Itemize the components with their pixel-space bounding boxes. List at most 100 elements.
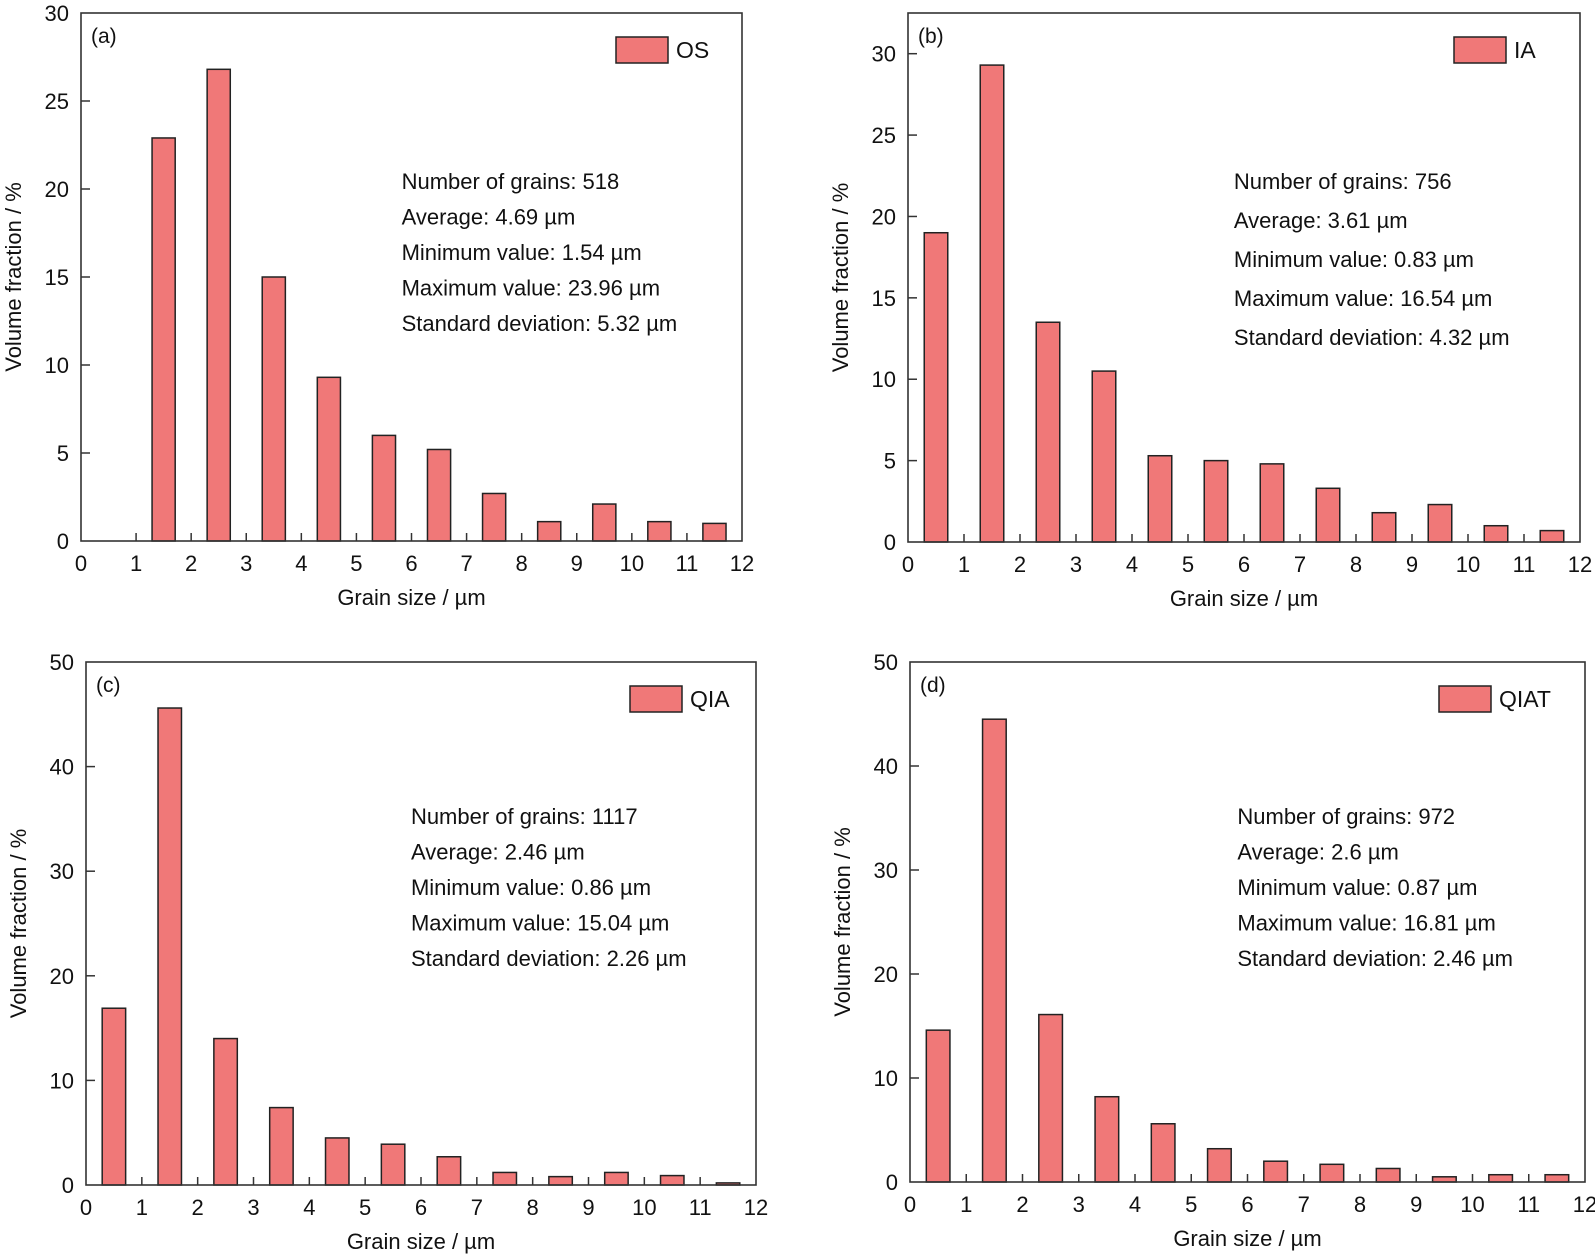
y-tick-label: 20 [872,204,896,229]
y-tick-label: 40 [50,755,74,780]
x-tick-label: 12 [1573,1192,1595,1217]
bar [1319,1163,1345,1183]
y-tick-label: 0 [884,530,896,555]
panel-label: (b) [918,25,944,48]
y-axis-label: Volume fraction / % [830,827,855,1017]
panel-label: (d) [920,674,946,697]
x-tick-label: 6 [415,1195,427,1220]
x-tick-label: 4 [303,1195,315,1220]
bar [268,1106,294,1186]
stat-line: Maximum value: 16.81 µm [1237,911,1495,936]
bar [492,1171,518,1186]
x-axis-label: Grain size / µm [1170,586,1318,611]
legend-label: OS [676,37,709,63]
y-tick-label: 20 [50,964,74,989]
x-tick-label: 3 [1073,1192,1085,1217]
bar [659,1174,685,1186]
stat-line: Number of grains: 1117 [411,804,638,829]
x-tick-label: 2 [1016,1192,1028,1217]
x-tick-label: 12 [1568,552,1592,577]
x-tick-label: 10 [632,1195,656,1220]
bar [702,522,727,542]
bar [647,520,672,542]
x-tick-label: 5 [359,1195,371,1220]
stat-line: Average: 2.46 µm [411,840,585,865]
x-tick-label: 7 [1298,1192,1310,1217]
legend-swatch [1453,36,1507,64]
legend-swatch [615,36,669,64]
x-tick-label: 7 [1294,552,1306,577]
bar [1147,454,1173,543]
stat-line: Number of grains: 756 [1234,169,1452,194]
y-tick-label: 50 [50,650,74,675]
y-tick-label: 30 [45,1,69,26]
x-tick-label: 11 [675,551,698,576]
y-tick-label: 20 [45,177,69,202]
x-tick-label: 4 [1129,1192,1141,1217]
y-tick-label: 0 [886,1170,898,1195]
stat-line: Number of grains: 518 [402,169,620,194]
y-tick-label: 5 [57,441,69,466]
y-tick-label: 10 [50,1068,74,1093]
x-tick-label: 1 [958,552,970,577]
bar [101,1007,127,1186]
x-tick-label: 9 [1406,552,1418,577]
x-axis-label: Grain size / µm [347,1229,495,1254]
y-tick-label: 50 [874,650,898,675]
x-tick-label: 8 [527,1195,539,1220]
bar [923,231,949,543]
bar [979,64,1005,543]
legend-label: IA [1514,37,1536,63]
y-tick-label: 15 [872,286,896,311]
x-tick-label: 12 [744,1195,768,1220]
y-tick-label: 30 [50,859,74,884]
x-tick-label: 5 [350,551,362,576]
x-axis-label: Grain size / µm [1173,1226,1321,1251]
bar [261,276,287,542]
bar [1263,1160,1289,1183]
bar [603,1171,629,1186]
bar [925,1029,951,1183]
y-tick-label: 40 [874,754,898,779]
x-tick-label: 3 [240,551,252,576]
stat-line: Maximum value: 16.54 µm [1234,286,1492,311]
y-axis-label: Volume fraction / % [828,183,853,373]
x-tick-label: 10 [620,551,644,576]
y-tick-label: 0 [57,529,69,554]
x-axis-label: Grain size / µm [337,585,485,610]
bar [1150,1123,1176,1183]
x-tick-label: 1 [960,1192,972,1217]
x-tick-label: 2 [1014,552,1026,577]
y-tick-label: 15 [45,265,69,290]
x-tick-label: 1 [130,551,142,576]
y-tick-label: 5 [884,449,896,474]
legend-swatch [629,685,683,713]
x-tick-label: 5 [1182,552,1194,577]
y-tick-label: 25 [45,89,69,114]
x-tick-label: 7 [471,1195,483,1220]
x-tick-label: 0 [75,551,87,576]
stat-line: Maximum value: 23.96 µm [402,276,660,301]
x-tick-label: 2 [185,551,197,576]
bar [380,1143,406,1186]
y-tick-label: 10 [872,367,896,392]
y-tick-label: 30 [872,42,896,67]
stat-line: Standard deviation: 4.32 µm [1234,325,1510,350]
x-tick-label: 5 [1185,1192,1197,1217]
x-tick-label: 3 [247,1195,259,1220]
bar [324,1137,350,1186]
bar [981,718,1007,1183]
legend-swatch [1438,685,1492,713]
bar [157,707,183,1186]
y-tick-label: 10 [45,353,69,378]
stat-line: Average: 3.61 µm [1234,208,1408,233]
legend-label: QIAT [1499,686,1551,712]
x-tick-label: 6 [405,551,417,576]
y-tick-label: 0 [62,1173,74,1198]
bar [1206,1147,1232,1183]
y-tick-label: 10 [874,1066,898,1091]
plot-frame [907,12,1581,543]
